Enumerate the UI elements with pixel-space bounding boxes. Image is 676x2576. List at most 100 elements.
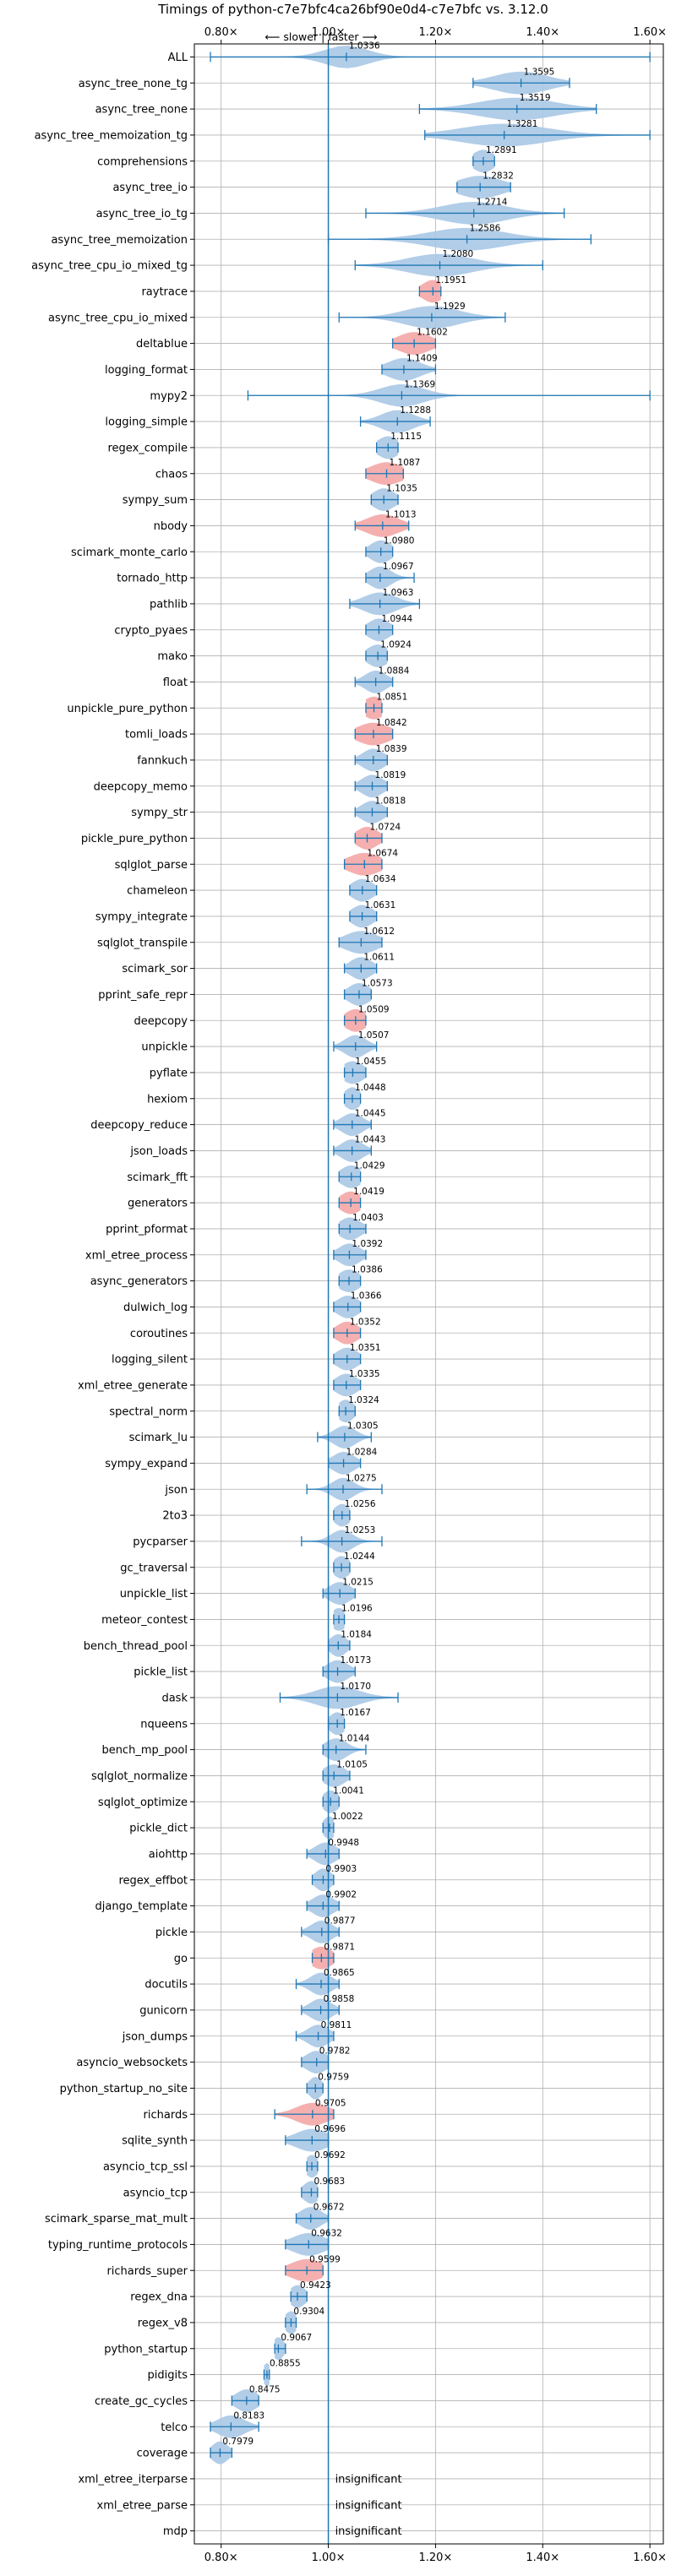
value-label: 0.9858 bbox=[324, 1994, 355, 2004]
benchmark-label: create_gc_cycles bbox=[95, 2395, 188, 2408]
value-label: 0.9683 bbox=[313, 2177, 345, 2187]
value-label: 1.0851 bbox=[377, 692, 408, 702]
benchmark-label: logging_silent bbox=[112, 1354, 188, 1367]
benchmark-label: sqlglot_optimize bbox=[98, 1796, 188, 1809]
value-label: 0.9599 bbox=[309, 2254, 341, 2264]
value-label: 0.9782 bbox=[319, 2046, 351, 2057]
value-label: 1.0335 bbox=[349, 1369, 380, 1379]
benchmark-label: pickle bbox=[155, 1927, 188, 1939]
value-label: 1.3595 bbox=[524, 67, 555, 77]
value-label: 1.0386 bbox=[352, 1265, 383, 1275]
benchmark-label: unpickle_pure_python bbox=[67, 703, 188, 715]
value-label: 1.0448 bbox=[355, 1083, 386, 1093]
value-label: 1.0507 bbox=[358, 1030, 390, 1041]
benchmark-label: unpickle bbox=[141, 1041, 188, 1054]
value-label: 0.9948 bbox=[328, 1838, 359, 1848]
benchmark-label: logging_format bbox=[105, 364, 188, 377]
benchmark-label: mdp bbox=[163, 2525, 188, 2538]
benchmark-label: asyncio_tcp_ssl bbox=[103, 2160, 188, 2173]
value-label: 1.0724 bbox=[369, 823, 401, 833]
benchmark-label: pathlib bbox=[150, 598, 188, 611]
value-label: 1.0819 bbox=[375, 770, 406, 780]
value-label: 1.1035 bbox=[386, 484, 417, 494]
value-label: 1.0884 bbox=[379, 666, 410, 677]
value-label: 1.0455 bbox=[355, 1057, 386, 1067]
benchmark-label: fannkuch bbox=[137, 754, 188, 767]
benchmark-label: sqlglot_parse bbox=[115, 859, 188, 872]
value-label: 0.9903 bbox=[325, 1864, 357, 1874]
value-label: 1.1951 bbox=[435, 275, 466, 285]
value-label: 0.9902 bbox=[325, 1890, 357, 1900]
benchmark-label: scimark_lu bbox=[129, 1432, 188, 1444]
x-tick-label-top: 0.80× bbox=[204, 26, 238, 39]
value-label: 1.0392 bbox=[352, 1239, 383, 1249]
value-label: 0.9423 bbox=[300, 2280, 331, 2291]
benchmark-label: regex_v8 bbox=[138, 2317, 188, 2329]
benchmark-label: float bbox=[163, 677, 188, 689]
benchmark-label: pprint_safe_repr bbox=[98, 989, 188, 1002]
value-label: 1.0924 bbox=[380, 640, 412, 650]
value-label: 0.9871 bbox=[324, 1942, 355, 1952]
value-label: 1.1929 bbox=[434, 302, 466, 312]
x-tick-label-bottom: 1.20× bbox=[419, 2552, 453, 2564]
value-label: 1.0611 bbox=[363, 953, 395, 963]
benchmark-label: deepcopy_memo bbox=[94, 780, 188, 793]
benchmark-label: sqlite_synth bbox=[122, 2135, 188, 2148]
benchmark-label: python_startup_no_site bbox=[60, 2083, 188, 2095]
benchmark-label: asyncio_websockets bbox=[76, 2057, 188, 2069]
benchmark-label: xml_etree_generate bbox=[78, 1379, 188, 1392]
benchmark-label: richards_super bbox=[106, 2265, 188, 2278]
benchmark-label: asyncio_tcp bbox=[123, 2187, 188, 2199]
grid-layer bbox=[190, 40, 663, 2548]
benchmark-label: sqlglot_transpile bbox=[97, 937, 188, 949]
benchmark-label: async_tree_cpu_io_mixed bbox=[48, 312, 188, 324]
benchmark-label: bench_thread_pool bbox=[84, 1640, 188, 1653]
value-label: 0.8183 bbox=[233, 2410, 264, 2421]
benchmark-label: mako bbox=[157, 650, 188, 663]
value-label: 1.0284 bbox=[346, 1448, 378, 1458]
benchmark-label: raytrace bbox=[141, 285, 188, 298]
benchmark-label: nbody bbox=[154, 520, 188, 533]
value-label: 1.0022 bbox=[332, 1812, 363, 1822]
benchmark-label: ALL bbox=[168, 52, 188, 64]
benchmark-label: pycparser bbox=[133, 1535, 188, 1548]
value-label: 1.1369 bbox=[404, 379, 435, 389]
value-label: 1.0818 bbox=[374, 796, 406, 807]
benchmark-label: spectral_norm bbox=[109, 1405, 188, 1418]
benchmark-label: coroutines bbox=[130, 1328, 188, 1340]
insignificant-label: insignificant bbox=[335, 2499, 402, 2512]
benchmark-label: dask bbox=[161, 1692, 188, 1704]
x-tick-label-top: 1.60× bbox=[633, 26, 667, 39]
benchmark-label: sqlglot_normalize bbox=[91, 1770, 188, 1783]
benchmark-label: python_startup bbox=[104, 2343, 188, 2356]
value-label: 1.0631 bbox=[365, 900, 396, 910]
value-label: 0.8475 bbox=[249, 2385, 281, 2395]
benchmark-label: tomli_loads bbox=[125, 729, 188, 742]
x-tick-label-bottom: 1.00× bbox=[312, 2552, 346, 2564]
value-label: 1.0352 bbox=[350, 1317, 381, 1327]
labels-layer: 0.80× 0.80× 1.00× 1.00× 1.20× 1.20× 1.40× 1.40×… bbox=[31, 26, 667, 2564]
value-label: 1.0403 bbox=[352, 1213, 384, 1223]
value-label: 0.7979 bbox=[222, 2437, 254, 2447]
insignificant-label: insignificant bbox=[335, 2473, 402, 2486]
value-label: 1.0980 bbox=[384, 535, 415, 546]
benchmark-label: deepcopy_reduce bbox=[90, 1119, 188, 1132]
value-label: 1.2832 bbox=[482, 171, 514, 182]
value-label: 1.0842 bbox=[376, 718, 407, 728]
value-label: 0.9632 bbox=[311, 2229, 342, 2239]
value-label: 1.0173 bbox=[341, 1655, 372, 1666]
benchmark-label: richards bbox=[144, 2109, 188, 2122]
benchmark-label: logging_simple bbox=[105, 416, 188, 429]
value-label: 0.9672 bbox=[313, 2203, 345, 2213]
value-label: 1.0419 bbox=[353, 1187, 384, 1197]
value-label: 1.0105 bbox=[336, 1760, 368, 1770]
benchmark-label: chameleon bbox=[127, 885, 188, 898]
value-label: 1.0244 bbox=[344, 1552, 375, 1562]
benchmark-label: regex_compile bbox=[107, 442, 188, 454]
value-label: 1.0196 bbox=[341, 1604, 373, 1614]
benchmark-label: hexiom bbox=[147, 1093, 188, 1106]
benchmark-label: regex_dna bbox=[130, 2291, 188, 2304]
benchmark-label: generators bbox=[128, 1198, 188, 1210]
value-label: 1.0184 bbox=[341, 1629, 372, 1639]
